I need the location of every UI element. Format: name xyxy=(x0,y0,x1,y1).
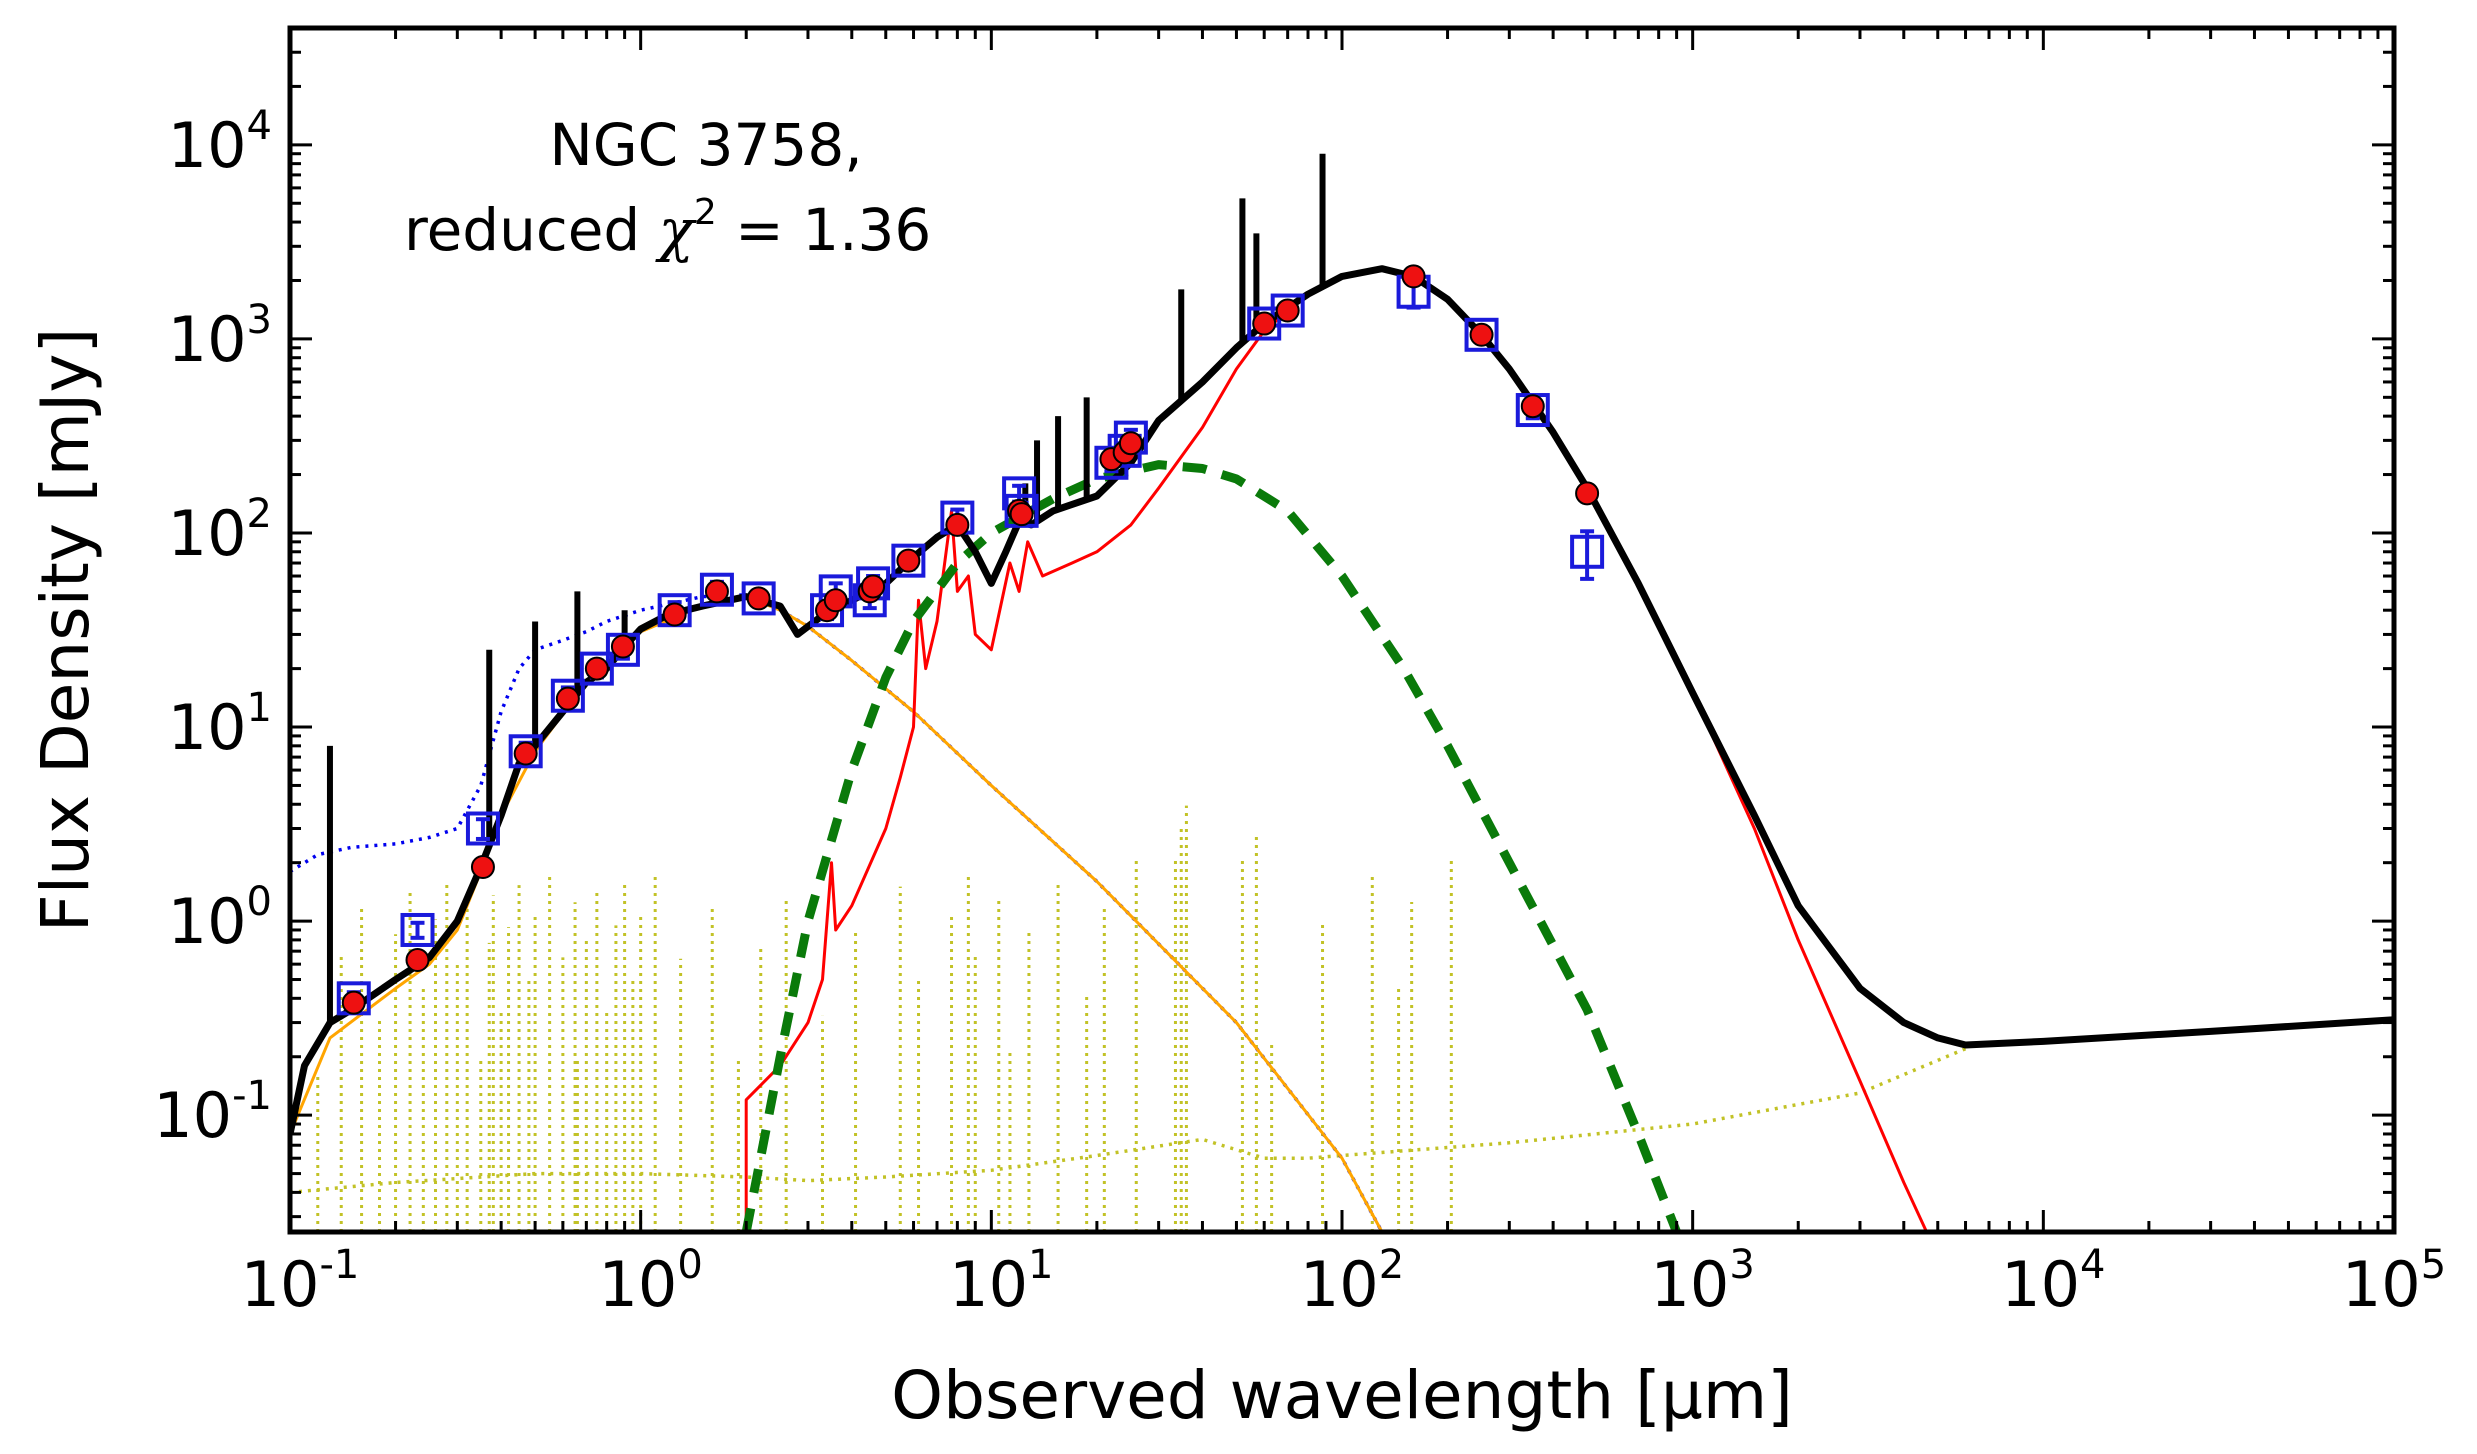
tick-exponent: -1 xyxy=(320,1242,360,1288)
tick-base: 10 xyxy=(2342,1248,2421,1321)
annotation-object-name: NGC 3758, xyxy=(549,111,862,179)
y-axis-label: Flux Density [mJy] xyxy=(27,328,104,932)
model-point xyxy=(662,602,687,627)
tick-base: 10 xyxy=(2001,1248,2080,1321)
model-point xyxy=(1520,394,1545,419)
annotation-chi-exponent: 2 xyxy=(694,192,717,233)
observed-marker xyxy=(741,581,776,616)
model-point xyxy=(861,574,886,599)
tick-exponent: 0 xyxy=(247,879,272,925)
tick-base: 10 xyxy=(168,885,247,958)
tick-base: 10 xyxy=(168,109,247,182)
observed-marker xyxy=(465,811,500,846)
plot-area xyxy=(290,153,2394,1232)
x-axis-label: Observed wavelength [μm] xyxy=(891,1357,1793,1434)
model-points xyxy=(341,264,1600,1015)
tick-exponent: 1 xyxy=(247,685,272,731)
y-tick-label: 102 xyxy=(168,491,272,570)
model-point xyxy=(405,948,430,973)
observed-point xyxy=(400,912,435,947)
tick-exponent: 3 xyxy=(247,297,272,343)
plot-frame xyxy=(287,25,2397,1235)
series-agn xyxy=(741,460,1681,1232)
model-point xyxy=(896,548,921,573)
annotation-chi-prefix: reduced xyxy=(404,196,659,264)
observed-point xyxy=(465,811,500,846)
model-point xyxy=(746,586,771,611)
observed-marker xyxy=(579,651,614,686)
tick-base: 10 xyxy=(168,497,247,570)
tick-exponent: 3 xyxy=(1729,1242,1754,1288)
observed-marker xyxy=(550,678,585,713)
x-tick-label: 101 xyxy=(949,1242,1053,1321)
observed-marker xyxy=(1270,293,1305,328)
tick-base: 10 xyxy=(1300,1248,1379,1321)
model-point xyxy=(1009,502,1034,527)
x-tick-label: 102 xyxy=(1300,1242,1404,1321)
observed-marker xyxy=(1464,317,1499,352)
model-point xyxy=(513,741,538,766)
observed-point xyxy=(1570,529,1605,581)
observed-marker xyxy=(1247,306,1282,341)
model-point xyxy=(341,990,366,1015)
model-point xyxy=(1469,322,1494,347)
tick-exponent: 4 xyxy=(247,103,272,149)
model-point xyxy=(610,634,635,659)
observed-marker xyxy=(891,543,926,578)
model-point xyxy=(1275,298,1300,323)
tick-base: 10 xyxy=(168,691,247,764)
x-tick-label: 104 xyxy=(2001,1242,2105,1321)
model-point xyxy=(1575,481,1600,506)
tick-exponent: 4 xyxy=(2080,1242,2105,1288)
observed-marker xyxy=(699,572,734,607)
model-point xyxy=(470,855,495,880)
tick-base: 10 xyxy=(598,1248,677,1321)
model-point xyxy=(1118,431,1143,456)
y-tick-label: 104 xyxy=(168,103,272,182)
model-point xyxy=(1401,264,1426,289)
model-point xyxy=(704,579,729,604)
tick-exponent: 5 xyxy=(2421,1242,2446,1288)
series-unattenuated-stellar xyxy=(290,593,1384,1232)
x-tick-label: 10-1 xyxy=(241,1242,360,1321)
model-point xyxy=(555,686,580,711)
y-tick-label: 101 xyxy=(168,685,272,764)
tick-exponent: 0 xyxy=(677,1242,702,1288)
observed-marker xyxy=(400,912,435,947)
annotation-chi-value: = 1.36 xyxy=(717,196,932,264)
model-point xyxy=(945,512,970,537)
tick-base: 10 xyxy=(949,1248,1028,1321)
tick-base: 10 xyxy=(168,303,247,376)
model-point xyxy=(584,656,609,681)
y-tick-label: 10-1 xyxy=(153,1073,272,1152)
tick-exponent: 2 xyxy=(247,491,272,537)
tick-base: 10 xyxy=(153,1079,232,1152)
tick-exponent: 1 xyxy=(1028,1242,1053,1288)
chart-annotation: NGC 3758, reduced χ2 = 1.36 xyxy=(404,111,931,264)
observed-marker xyxy=(508,734,543,769)
x-tick-label: 105 xyxy=(2342,1242,2446,1321)
tick-exponent: -1 xyxy=(232,1073,272,1119)
y-tick-label: 100 xyxy=(168,879,272,958)
annotation-chi-squared: reduced χ2 = 1.36 xyxy=(404,192,931,264)
y-tick-label: 103 xyxy=(168,297,272,376)
model-point xyxy=(1252,311,1277,336)
tick-exponent: 2 xyxy=(1379,1242,1404,1288)
tick-base: 10 xyxy=(1650,1248,1729,1321)
x-tick-label: 103 xyxy=(1650,1242,1754,1321)
model-point xyxy=(823,588,848,613)
series-radio-nebular xyxy=(290,1047,1967,1195)
x-tick-labels: 10-1 100 101 102 103 104 105 xyxy=(241,1242,2447,1321)
nebular-lines xyxy=(316,805,1453,1232)
x-tick-label: 100 xyxy=(598,1242,702,1321)
annotation-chi-symbol: χ xyxy=(655,196,697,264)
tick-base: 10 xyxy=(241,1248,320,1321)
